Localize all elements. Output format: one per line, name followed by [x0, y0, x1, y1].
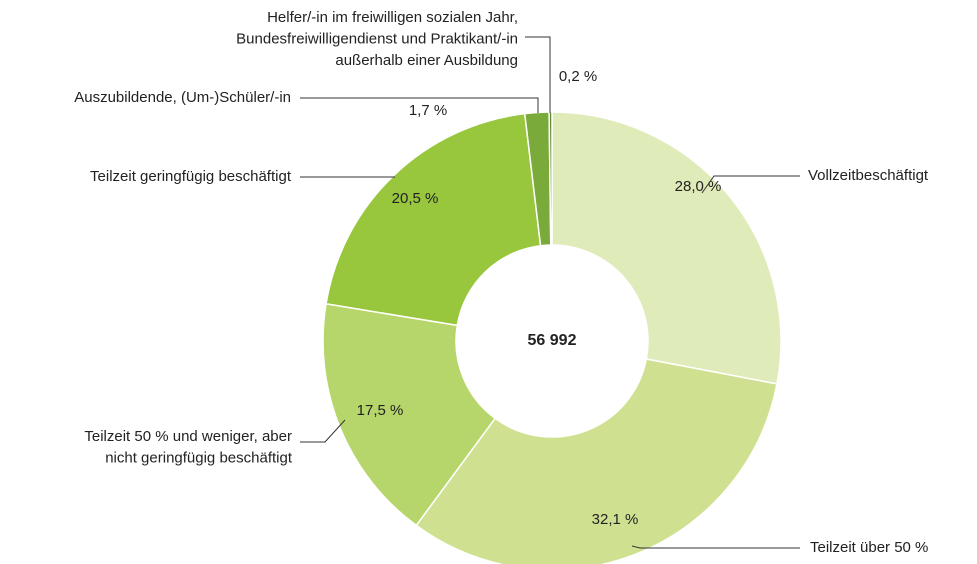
category-label: Teilzeit über 50 % — [810, 539, 928, 556]
slice — [322, 302, 497, 527]
donut — [322, 111, 782, 564]
center-label: 56 992 — [528, 332, 577, 349]
value-label: 0,2 % — [559, 68, 597, 85]
category-label: Bundesfreiwilligendienst und Praktikant/… — [236, 30, 518, 47]
category-label: Vollzeitbeschäftigt — [808, 167, 929, 184]
category-label: außerhalb einer Ausbildung — [335, 52, 518, 69]
slice — [415, 358, 778, 564]
value-label: 17,5 % — [357, 402, 404, 419]
leader-line — [525, 36, 551, 113]
category-label: Teilzeit geringfügig beschäftigt — [90, 168, 292, 185]
category-label: nicht geringfügig beschäftigt — [105, 449, 293, 466]
value-label: 20,5 % — [392, 190, 439, 207]
leader-line — [300, 419, 346, 443]
slice — [325, 112, 542, 327]
leader-line — [300, 97, 539, 113]
value-label: 32,1 % — [592, 511, 639, 528]
value-label: 28,0 % — [675, 178, 722, 195]
category-label: Helfer/-in im freiwilligen sozialen Jahr… — [267, 9, 518, 26]
category-label: Auszubildende, (Um-)Schüler/-in — [74, 89, 291, 106]
leader-line — [701, 175, 800, 194]
value-label: 1,7 % — [409, 102, 447, 119]
category-label: Teilzeit 50 % und weniger, aber — [84, 428, 292, 445]
slice — [551, 111, 782, 385]
leader-line — [631, 545, 800, 549]
